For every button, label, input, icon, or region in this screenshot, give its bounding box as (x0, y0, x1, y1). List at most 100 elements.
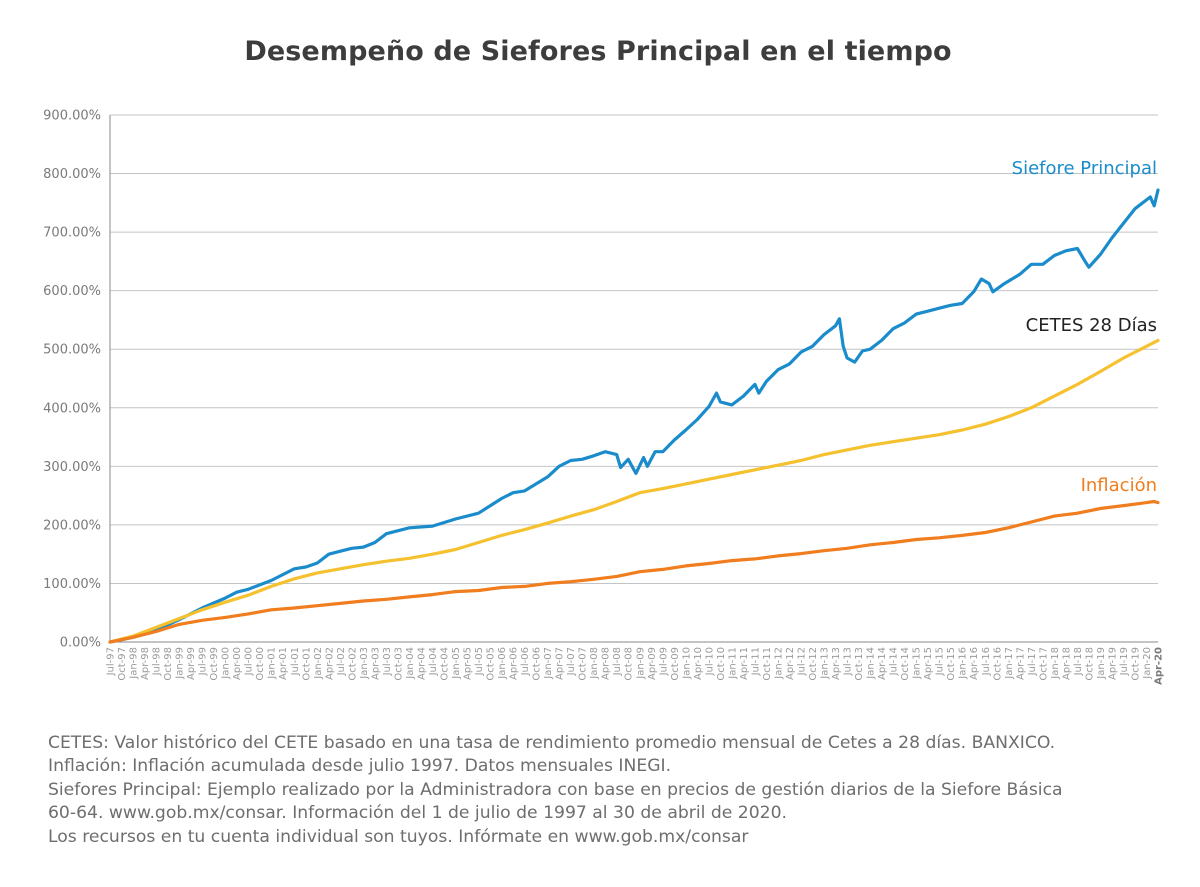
x-tick-label: Oct-07 (578, 647, 589, 681)
x-tick-label: Apr-14 (877, 647, 888, 680)
x-tick-label: Apr-05 (463, 647, 474, 680)
x-tick-label: Apr-09 (647, 647, 658, 680)
x-tick-label: Jan-00 (221, 647, 232, 680)
y-tick-label: 700.00% (43, 226, 101, 241)
series-lines (108, 188, 1160, 644)
x-tick-label: Jan-04 (405, 647, 416, 680)
x-tick-label: Oct-15 (946, 647, 957, 681)
x-tick-label: Jul-11 (750, 647, 761, 676)
series-label-1: CETES 28 Días (1026, 315, 1157, 336)
x-tick-label: Jan-16 (958, 647, 969, 680)
x-tick-label: Jan-08 (589, 647, 600, 680)
x-tick-label: Jul-15 (935, 647, 946, 676)
footnote-consar: Los recursos en tu cuenta individual son… (48, 826, 749, 847)
gridlines (109, 114, 1158, 643)
x-tick-label: Jan-17 (1004, 647, 1015, 680)
x-tick-label: Apr-00 (232, 647, 243, 680)
x-tick-label: Oct-14 (900, 647, 911, 681)
x-tick-label: Apr-06 (509, 647, 520, 680)
x-tick-label: Jan-14 (866, 647, 877, 680)
x-tick-label: Jul-14 (889, 647, 900, 676)
series-line-1 (108, 338, 1160, 644)
x-tick-label: Apr-16 (969, 647, 980, 680)
x-tick-label: Jan-11 (727, 647, 738, 680)
x-tick-label: Jan-09 (635, 647, 646, 680)
x-tick-label: Apr-13 (831, 647, 842, 680)
footnote-inflacion: Inflación: Inflación acumulada desde jul… (48, 756, 672, 777)
x-tick-label: Oct-12 (808, 647, 819, 681)
x-tick-label: Jul-00 (244, 647, 255, 676)
x-tick-label: Jul-12 (796, 647, 807, 676)
x-tick-label: Apr-07 (555, 647, 566, 680)
x-tick-label: Jan-13 (820, 647, 831, 680)
x-tick-label: Oct-17 (1038, 647, 1049, 681)
x-tick-label: Oct-11 (762, 647, 773, 681)
x-tick-label: Jul-10 (704, 647, 715, 676)
y-tick-label: 400.00% (43, 401, 101, 416)
x-tick-label: Apr-02 (324, 647, 335, 680)
x-tick-label: Jul-05 (474, 647, 485, 676)
x-tick-label: Apr-04 (416, 647, 427, 680)
y-tick-label: 800.00% (43, 167, 101, 182)
x-tick-label: Jan-15 (912, 647, 923, 680)
x-tick-label: Jul-09 (658, 647, 669, 676)
footnote-siefores-cont: 60-64. www.gob.mx/consar. Información de… (48, 803, 788, 824)
x-axis-ticks: Jul-97 Oct-97 Jan-98 Apr-98 Jul-98 Oct-98 Jan-… (106, 647, 1165, 685)
x-tick-label: Oct-06 (532, 647, 543, 681)
chart-title: Desempeño de Siefores Principal en el ti… (244, 36, 952, 67)
x-tick-label: Apr-99 (186, 647, 197, 680)
x-tick-label: Jan-06 (497, 647, 508, 680)
x-tick-label: Oct-19 (1130, 647, 1141, 681)
x-tick-label: Jul-18 (1073, 647, 1084, 676)
series-labels: Siefore Principal CETES 28 Días Inflación (1012, 158, 1157, 496)
x-tick-label: Oct-97 (117, 647, 128, 681)
series-line-0 (108, 188, 1160, 644)
y-tick-label: 500.00% (43, 343, 101, 358)
x-tick-label: Jul-99 (198, 647, 209, 676)
y-tick-label: 900.00% (43, 109, 101, 124)
x-tick-label: Oct-09 (670, 647, 681, 681)
x-tick-label: Jul-06 (520, 647, 531, 676)
x-tick-label: Oct-98 (163, 647, 174, 681)
x-tick-label: Apr-20 (1154, 647, 1165, 685)
x-tick-label: Jan-20 (1142, 647, 1153, 680)
x-tick-label: Oct-08 (624, 647, 635, 681)
series-label-0: Siefore Principal (1012, 158, 1157, 179)
footnotes: CETES: Valor histórico del CETE basado e… (48, 732, 1178, 849)
x-tick-label: Jul-02 (336, 647, 347, 676)
x-tick-label: Apr-19 (1107, 647, 1118, 680)
x-tick-label: Oct-00 (255, 647, 266, 681)
x-tick-label: Jan-07 (543, 647, 554, 680)
x-tick-label: Apr-03 (370, 647, 381, 680)
x-tick-label: Jan-02 (313, 647, 324, 680)
x-tick-label: Oct-16 (992, 647, 1003, 681)
x-tick-label: Oct-01 (301, 647, 312, 681)
y-axis-ticks: 0.00% 100.00% 200.00% 300.00% 400.00% 500.00%… (43, 109, 101, 651)
x-tick-label: Jan-18 (1050, 647, 1061, 680)
x-tick-label: Apr-01 (278, 647, 289, 680)
x-tick-label: Jan-10 (681, 647, 692, 680)
x-tick-label: Apr-10 (693, 647, 704, 680)
x-tick-label: Jul-03 (382, 647, 393, 676)
y-tick-label: 100.00% (43, 577, 101, 592)
x-tick-label: Jul-97 (106, 647, 117, 676)
x-tick-label: Apr-11 (739, 647, 750, 680)
x-tick-label: Jan-12 (773, 647, 784, 680)
x-tick-label: Apr-08 (601, 647, 612, 680)
x-tick-label: Oct-13 (854, 647, 865, 681)
x-tick-label: Jul-01 (290, 647, 301, 676)
x-tick-label: Jul-17 (1027, 647, 1038, 676)
x-tick-label: Oct-04 (439, 647, 450, 681)
x-tick-label: Jan-98 (129, 647, 140, 680)
x-tick-label: Jan-01 (267, 647, 278, 680)
x-tick-label: Oct-03 (393, 647, 404, 681)
footnote-siefores: Siefores Principal: Ejemplo realizado po… (48, 779, 1063, 800)
x-tick-label: Oct-05 (486, 647, 497, 681)
series-label-2: Inflación (1081, 475, 1157, 496)
y-tick-label: 300.00% (43, 460, 101, 475)
x-tick-label: Jul-08 (612, 647, 623, 676)
x-tick-label: Jul-98 (152, 647, 163, 676)
x-tick-label: Jul-16 (981, 647, 992, 676)
x-tick-label: Oct-02 (347, 647, 358, 681)
